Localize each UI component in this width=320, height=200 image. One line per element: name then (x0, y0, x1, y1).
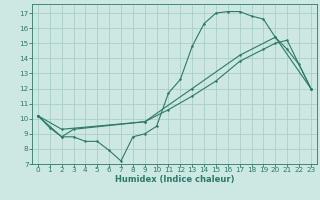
X-axis label: Humidex (Indice chaleur): Humidex (Indice chaleur) (115, 175, 234, 184)
